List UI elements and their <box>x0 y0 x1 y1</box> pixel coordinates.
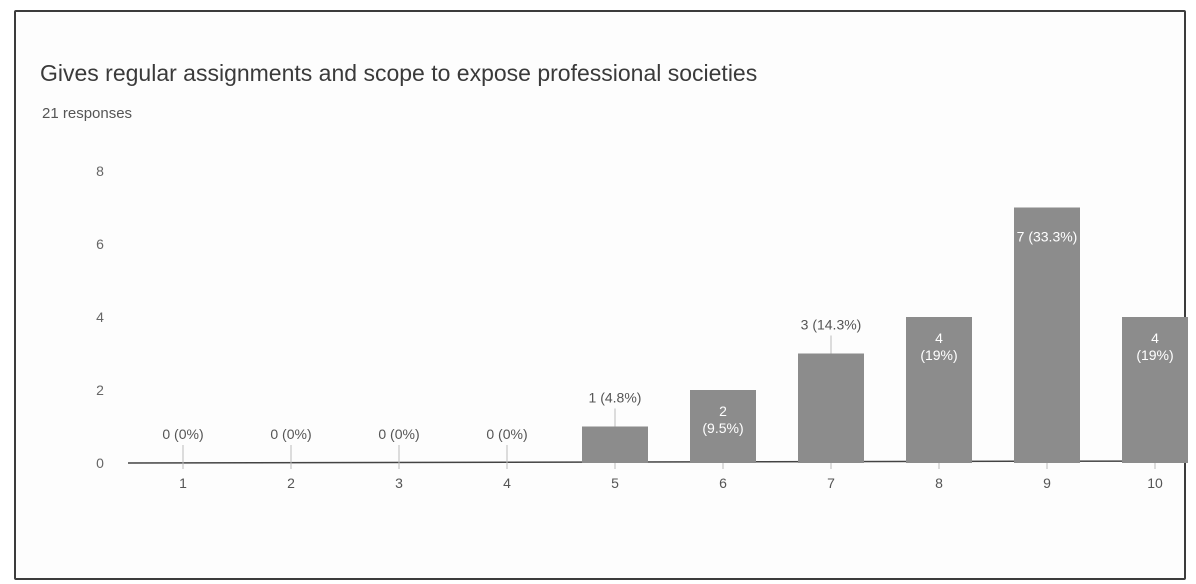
y-tick-label: 0 <box>96 455 104 471</box>
bar <box>1122 317 1188 463</box>
data-label: (19%) <box>920 347 957 363</box>
x-tick-label: 9 <box>1043 475 1051 491</box>
y-tick-label: 2 <box>96 382 104 398</box>
bar <box>690 390 756 463</box>
x-tick-label: 7 <box>827 475 835 491</box>
chart-card <box>14 10 1186 580</box>
x-tick-label: 5 <box>611 475 619 491</box>
x-tick-label: 6 <box>719 475 727 491</box>
data-label: 4 <box>935 330 943 346</box>
bar <box>798 353 864 463</box>
data-label: (19%) <box>1136 347 1173 363</box>
bar <box>906 317 972 463</box>
response-count: 21 responses <box>42 105 133 122</box>
data-label: 0 (0%) <box>162 426 203 442</box>
data-label: 0 (0%) <box>378 426 419 442</box>
x-tick-label: 2 <box>287 475 295 491</box>
x-tick-label: 8 <box>935 475 943 491</box>
data-label: 0 (0%) <box>270 426 311 442</box>
chart-title: Gives regular assignments and scope to e… <box>40 60 758 86</box>
bar <box>582 426 648 463</box>
data-label: 0 (0%) <box>486 426 527 442</box>
data-label: (9.5%) <box>702 420 743 436</box>
data-label: 4 <box>1151 330 1159 346</box>
data-label: 7 (33.3%) <box>1017 229 1078 245</box>
data-label: 1 (4.8%) <box>589 390 642 406</box>
bar <box>1014 207 1080 463</box>
x-tick-label: 10 <box>1147 475 1163 491</box>
y-tick-label: 8 <box>96 163 104 179</box>
x-tick-label: 4 <box>503 475 511 491</box>
x-axis-line <box>127 460 1181 464</box>
x-tick-label: 1 <box>179 475 187 491</box>
y-tick-label: 4 <box>96 309 104 325</box>
x-tick-label: 3 <box>395 475 403 491</box>
data-label: 2 <box>719 403 727 419</box>
y-tick-label: 6 <box>96 236 104 252</box>
data-label: 3 (14.3%) <box>801 317 862 333</box>
